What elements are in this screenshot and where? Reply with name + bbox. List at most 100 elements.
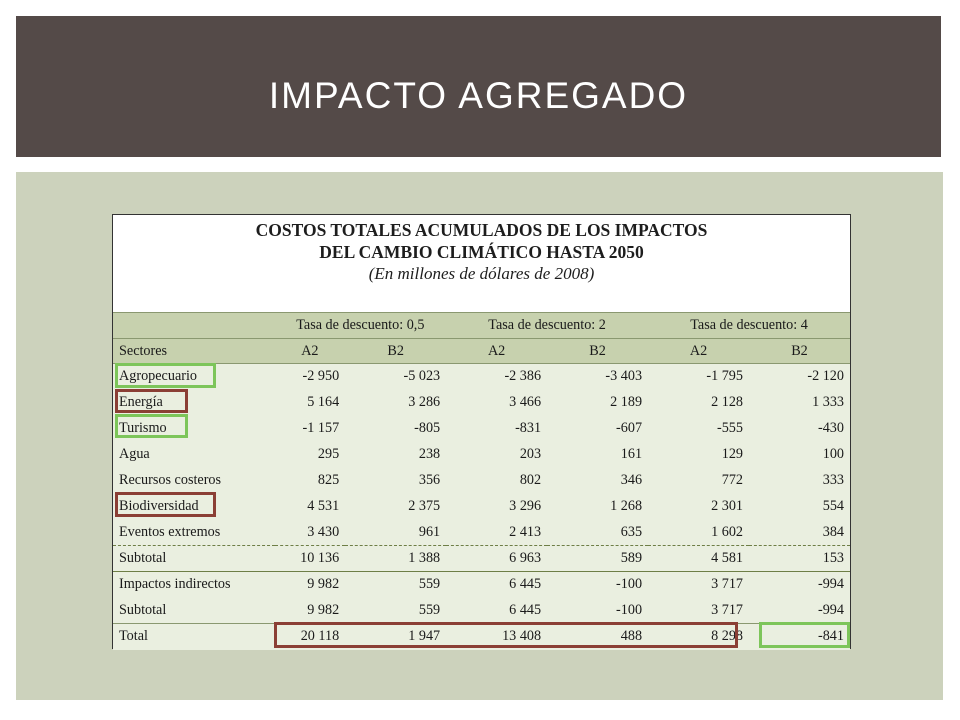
table-cell: 346 [547, 467, 649, 494]
table-cell: 2 375 [345, 493, 447, 520]
table-cell: 161 [547, 441, 649, 468]
table-subtitle: (En millones de dólares de 2008) [368, 264, 595, 283]
table-cell: 5 164 [274, 389, 346, 416]
table-cell: 13 408 [446, 623, 548, 650]
table-row: Biodiversidad 4 531 2 375 3 296 1 268 2 301 55… [113, 493, 850, 520]
column-header: B2 [547, 338, 649, 364]
slide-title: IMPACTO AGREGADO [268, 74, 689, 116]
table-image: COSTOS TOTALES ACUMULADOS DE LOS IMPACTO… [112, 214, 851, 650]
table-cell: 1 268 [547, 493, 649, 520]
table-cell: 2 301 [648, 493, 749, 520]
table-row: Agropecuario -2 950 -5 023 -2 386 -3 403 -1 7… [113, 363, 850, 390]
table-cell: 333 [749, 467, 850, 494]
table-cell: -3 403 [547, 363, 649, 390]
row-label: Eventos extremos [113, 519, 275, 546]
table-cell: 554 [749, 493, 850, 520]
row-label: Recursos costeros [113, 467, 275, 494]
table-cell: 2 128 [648, 389, 749, 416]
table-cell: -1 795 [648, 363, 749, 390]
table-body: Agropecuario -2 950 -5 023 -2 386 -3 403 -1 7… [113, 363, 850, 650]
table-cell: 20 118 [274, 623, 346, 650]
table-cell: 4 531 [274, 493, 346, 520]
slide-title-bar: IMPACTO AGREGADO [16, 16, 941, 157]
table-cell: 8 298 [648, 623, 749, 650]
table-cell: -841 [749, 623, 850, 650]
rate-header: Tasa de descuento: 4 [648, 312, 850, 339]
table-row: Total 20 118 1 947 13 408 488 8 298 -841 [113, 623, 850, 650]
table-cell: 772 [648, 467, 749, 494]
table-cell: 1 388 [345, 545, 447, 572]
table-cell: 1 947 [345, 623, 447, 650]
table-cell: 961 [345, 519, 447, 546]
table-cell: 488 [547, 623, 649, 650]
table-row: Impactos indirectos 9 982 559 6 445 -100 3 71… [113, 571, 850, 598]
table-cell: 825 [274, 467, 346, 494]
table-cell: -5 023 [345, 363, 447, 390]
rate-header-row: Tasa de descuento: 0,5 Tasa de descuento… [113, 312, 850, 339]
row-label: Biodiversidad [113, 493, 275, 520]
costs-table: Tasa de descuento: 0,5 Tasa de descuento… [113, 312, 850, 650]
table-cell: -430 [749, 415, 850, 442]
table-cell: 9 982 [274, 571, 346, 598]
table-cell: 9 982 [274, 597, 346, 624]
table-cell: -100 [547, 597, 649, 624]
table-cell: 1 602 [648, 519, 749, 546]
table-cell: 559 [345, 597, 447, 624]
table-cell: 3 717 [648, 597, 749, 624]
table-cell: -994 [749, 571, 850, 598]
table-cell: 3 286 [345, 389, 447, 416]
table-cell: -831 [446, 415, 548, 442]
row-label: Agua [113, 441, 275, 468]
table-row: Subtotal 10 136 1 388 6 963 589 4 581 153 [113, 545, 850, 572]
column-header: Sectores [113, 338, 275, 364]
table-cell: -805 [345, 415, 447, 442]
table-cell: 3 296 [446, 493, 548, 520]
table-cell: 356 [345, 467, 447, 494]
table-row: Recursos costeros 825 356 802 346 772 333 [113, 467, 850, 494]
table-header: COSTOS TOTALES ACUMULADOS DE LOS IMPACTO… [113, 215, 850, 312]
table-cell: 6 963 [446, 545, 548, 572]
table-cell: -1 157 [274, 415, 346, 442]
table-cell: 559 [345, 571, 447, 598]
table-cell: 153 [749, 545, 850, 572]
row-label: Agropecuario [113, 363, 275, 390]
table-cell: 203 [446, 441, 548, 468]
table-cell: -2 950 [274, 363, 346, 390]
column-header: B2 [345, 338, 447, 364]
rate-header: Tasa de descuento: 0,5 [274, 312, 447, 339]
table-row: Subtotal 9 982 559 6 445 -100 3 717 -994 [113, 597, 850, 624]
row-label: Energía [113, 389, 275, 416]
rate-header: Tasa de descuento: 2 [446, 312, 649, 339]
row-label: Subtotal [113, 597, 275, 624]
table-cell: 295 [274, 441, 346, 468]
column-header-row: Sectores A2 B2 A2 B2 A2 B2 [113, 338, 850, 364]
table-cell: 100 [749, 441, 850, 468]
table-cell: 589 [547, 545, 649, 572]
table-cell: -555 [648, 415, 749, 442]
table-title-line1: COSTOS TOTALES ACUMULADOS DE LOS IMPACTO… [255, 220, 708, 240]
table-cell: -2 386 [446, 363, 548, 390]
table-cell: 129 [648, 441, 749, 468]
table-row: Energía 5 164 3 286 3 466 2 189 2 128 1 333 [113, 389, 850, 416]
table-row: Agua 295 238 203 161 129 100 [113, 441, 850, 468]
table-cell: 802 [446, 467, 548, 494]
row-label: Total [113, 623, 275, 650]
column-header: B2 [749, 338, 850, 364]
column-header: A2 [648, 338, 749, 364]
table-cell: 2 189 [547, 389, 649, 416]
table-cell: 635 [547, 519, 649, 546]
table-cell: 6 445 [446, 571, 548, 598]
table-cell: 3 466 [446, 389, 548, 416]
row-label: Turismo [113, 415, 275, 442]
table-cell: 3 717 [648, 571, 749, 598]
table-row: Turismo -1 157 -805 -831 -607 -555 -430 [113, 415, 850, 442]
table-cell: 2 413 [446, 519, 548, 546]
row-label: Subtotal [113, 545, 275, 572]
table-cell: -100 [547, 571, 649, 598]
table-cell: 1 333 [749, 389, 850, 416]
table-title-line2: DEL CAMBIO CLIMÁTICO HASTA 2050 [319, 242, 644, 262]
table-row: Eventos extremos 3 430 961 2 413 635 1 602 384 [113, 519, 850, 546]
table-cell: -994 [749, 597, 850, 624]
table-cell: 6 445 [446, 597, 548, 624]
table-cell: 238 [345, 441, 447, 468]
